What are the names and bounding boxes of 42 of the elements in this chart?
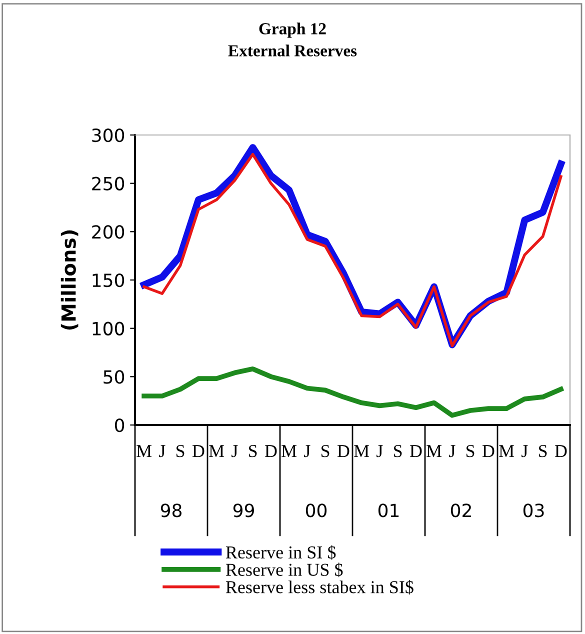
x-tick-label: J	[522, 445, 528, 458]
x-tick-label: S	[322, 445, 330, 458]
x-tick-label: J	[304, 445, 310, 458]
x-tick-label: M	[499, 445, 514, 457]
y-tick-label: 50	[104, 370, 124, 384]
x-tick-label: D	[482, 445, 494, 458]
text: 01	[378, 504, 399, 518]
x-tick-label: S	[394, 445, 402, 458]
x-tick-label: J	[159, 445, 166, 458]
x-tick-label: M	[136, 445, 152, 457]
text: 02	[450, 504, 471, 518]
x-tick-label: M	[354, 445, 370, 457]
x-tick-label: D	[337, 445, 350, 458]
x-tick-label: S	[539, 445, 547, 458]
text: 00	[306, 504, 327, 518]
y-tick-label: 300	[92, 128, 124, 142]
y-axis-title: (Millions)	[60, 230, 78, 330]
x-tick-label: S	[176, 445, 184, 458]
text: 03	[523, 504, 544, 518]
legend-label: Reserve in SI $	[226, 545, 336, 560]
y-tick-label: 150	[92, 273, 124, 288]
x-tick-label: J	[449, 445, 456, 458]
x-tick-label: M	[426, 445, 442, 457]
chart-title: Graph 12 External Reserves	[228, 22, 357, 56]
x-tick-label: J	[376, 445, 383, 458]
x-tick-label: D	[410, 445, 422, 458]
y-tick-label: 100	[92, 322, 124, 336]
x-tick-label: M	[209, 445, 224, 457]
x-tick-label: D	[192, 445, 204, 458]
x-tick-label: D	[554, 445, 567, 458]
x-tick-label: S	[249, 445, 257, 458]
legend-label: Reserve in US $	[226, 562, 343, 578]
x-tick-label: D	[264, 445, 277, 458]
text: 99	[233, 504, 254, 518]
x-tick-label: S	[466, 445, 474, 458]
text: 98	[160, 504, 182, 518]
legend-label: Reserve less stabex in SI$	[226, 580, 414, 595]
y-tick-label: 250	[92, 176, 124, 190]
y-tick-label: 200	[92, 225, 124, 239]
x-tick-label: J	[232, 445, 238, 458]
x-tick-label: M	[282, 445, 297, 457]
y-tick-label: 0	[114, 418, 124, 432]
